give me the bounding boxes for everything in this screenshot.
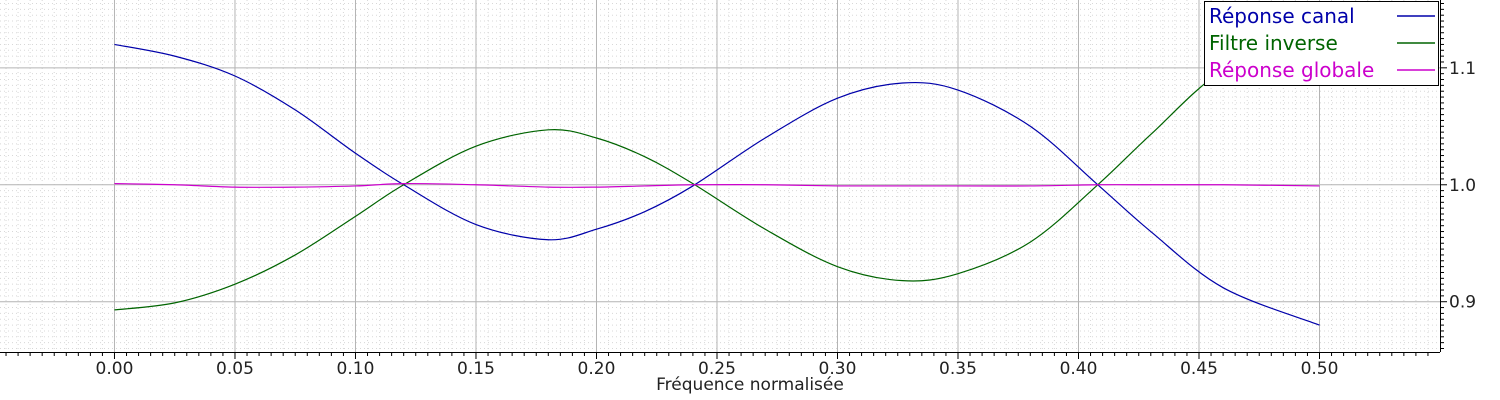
legend-label: Réponse globale	[1209, 58, 1374, 82]
x-tick-label: 0.05	[216, 359, 254, 379]
x-tick-label: 0.35	[939, 359, 977, 379]
y-tick-label: 0.9	[1449, 293, 1476, 313]
series-group	[114, 24, 1320, 326]
legend: Réponse canal Filtre inverse Réponse globa…	[1204, 1, 1439, 86]
x-tick-label: 0.20	[578, 359, 616, 379]
legend-label: Réponse canal	[1209, 4, 1355, 28]
minor-grid	[0, 0, 1440, 352]
x-tick-label: 0.40	[1060, 359, 1098, 379]
x-tick-label: 0.45	[1180, 359, 1218, 379]
x-tick-label: 0.30	[819, 359, 857, 379]
legend-label: Filtre inverse	[1209, 31, 1338, 55]
x-tick-label: 0.00	[96, 359, 134, 379]
axis-ticks: 0.00 0.05 0.10 0.15 0.20 0.25 0.30 0.35 0.40 0.45…	[5, 3, 1476, 379]
x-tick-label: 0.50	[1301, 359, 1339, 379]
x-axis-title: Fréquence normalisée	[656, 375, 844, 395]
y-tick-label: 1.1	[1449, 59, 1476, 79]
series-line-reponse-globale	[114, 182, 1320, 188]
x-tick-label: 0.15	[457, 359, 495, 379]
x-tick-label: 0.10	[337, 359, 375, 379]
x-tick-label: 0.25	[698, 359, 736, 379]
y-tick-label: 1.0	[1449, 176, 1476, 196]
series-line-filtre-inverse	[114, 24, 1320, 311]
